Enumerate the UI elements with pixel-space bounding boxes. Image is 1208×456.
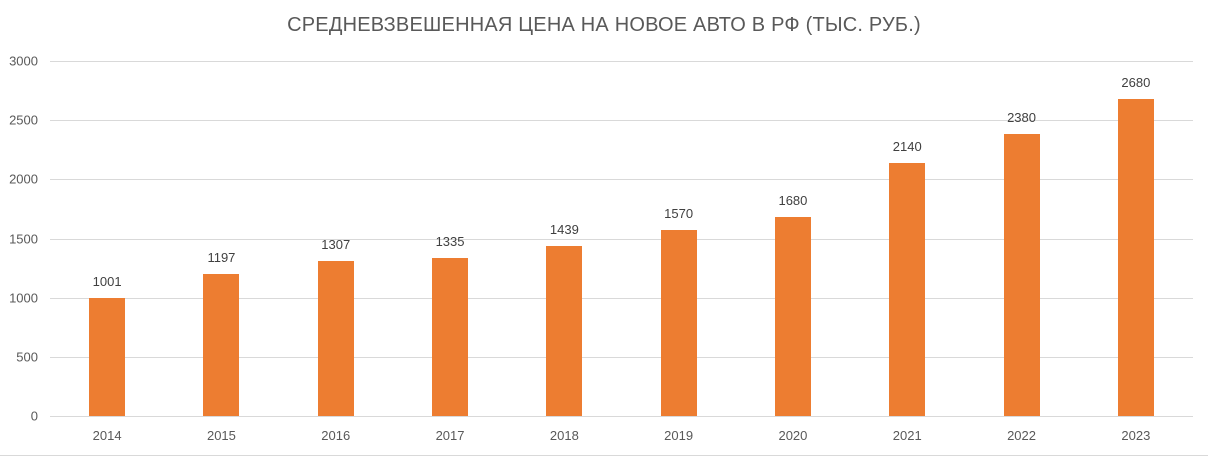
bar-2021[interactable] <box>889 162 926 416</box>
data-label: 1197 <box>207 250 236 266</box>
data-label: 1001 <box>92 273 122 289</box>
x-tick-label: 2023 <box>1121 428 1151 443</box>
gridline <box>50 238 1193 240</box>
data-label: 1570 <box>664 206 694 222</box>
y-tick-label: 0 <box>30 408 38 424</box>
data-label: 1335 <box>435 234 465 250</box>
y-tick-label: 2000 <box>9 171 38 187</box>
data-label: 2140 <box>892 138 922 154</box>
gridline <box>50 416 1193 417</box>
x-tick-label: 2014 <box>92 428 122 443</box>
x-tick-label: 2022 <box>1007 428 1036 443</box>
chart-title: СРЕДНЕВЗВЕШЕННАЯ ЦЕНА НА НОВОЕ АВТО В РФ… <box>287 14 921 36</box>
y-tick-label: 1500 <box>9 231 38 246</box>
x-tick-label: 2017 <box>435 428 465 443</box>
x-tick-label: 2021 <box>892 428 922 443</box>
bar-2015[interactable] <box>203 274 240 416</box>
bar-2020[interactable] <box>774 217 811 416</box>
x-tick-label: 2016 <box>321 428 351 443</box>
x-tick-label: 2020 <box>778 428 808 443</box>
bar-2016[interactable] <box>317 261 354 416</box>
bar-2018[interactable] <box>546 245 583 416</box>
gridline <box>50 61 1193 62</box>
gridline <box>50 120 1193 122</box>
data-label: 1307 <box>321 237 351 253</box>
x-tick-label: 2015 <box>206 428 236 443</box>
y-tick-label: 1000 <box>9 290 38 306</box>
bar-2017[interactable] <box>432 258 469 416</box>
x-tick-label: 2018 <box>549 428 579 443</box>
y-tick-label: 500 <box>16 349 38 365</box>
data-label: 2680 <box>1121 74 1151 90</box>
y-tick-label: 3000 <box>9 53 38 69</box>
bar-2022[interactable] <box>1003 134 1040 416</box>
data-label: 1439 <box>549 221 579 237</box>
data-label: 2380 <box>1007 110 1036 126</box>
bar-2019[interactable] <box>660 230 697 416</box>
bar-2023[interactable] <box>1117 98 1154 416</box>
data-label: 1680 <box>778 193 808 209</box>
y-tick-label: 2500 <box>9 112 38 128</box>
x-tick-label: 2019 <box>664 428 694 443</box>
gridline <box>50 297 1193 299</box>
gridline <box>50 356 1193 358</box>
bar-2014[interactable] <box>89 297 126 416</box>
plot-area <box>50 61 1193 417</box>
gridline <box>50 179 1193 181</box>
